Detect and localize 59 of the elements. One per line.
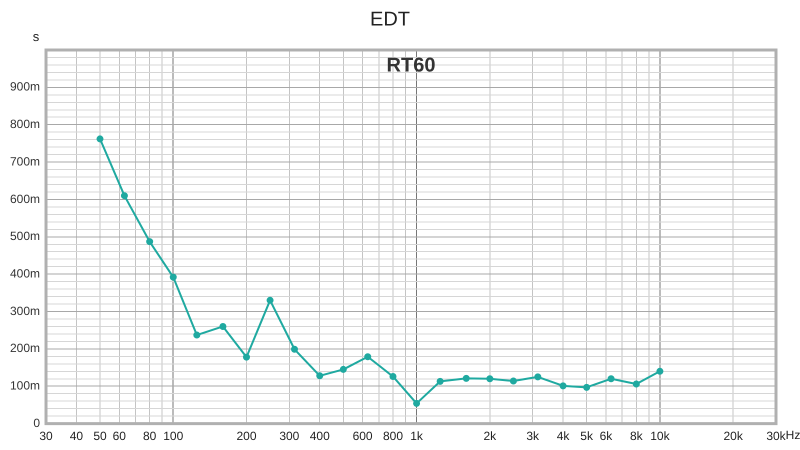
point [316, 372, 324, 380]
annotation: RT60 [386, 54, 436, 77]
point [560, 382, 567, 390]
x-tick-label: 30k [766, 429, 787, 444]
y-tick-label: 900m [10, 80, 40, 94]
y-axis-title: s [32, 29, 40, 44]
y-tick-label: 500m [10, 229, 40, 244]
y-tick-label: 300m [10, 304, 40, 318]
point [242, 354, 250, 361]
x-tick-label: 300 [279, 429, 300, 444]
y-tick-label: 800m [10, 117, 40, 132]
x-tick-label: 6k [600, 429, 614, 444]
y-tick-label: 100m [10, 378, 40, 393]
point [389, 373, 396, 380]
point [436, 378, 444, 385]
point [462, 374, 470, 382]
point [364, 353, 372, 360]
x-tick-label: 8k [630, 429, 644, 444]
point [219, 322, 226, 330]
point [413, 400, 420, 407]
y-tick-label: 600m [10, 192, 40, 206]
x-tick-label: 5k [580, 429, 594, 444]
point [146, 238, 154, 246]
point [656, 368, 664, 375]
x-tick-label: 800 [382, 429, 404, 444]
y-tick-label: 200m [10, 341, 40, 356]
point [266, 296, 274, 304]
chart-title: EDT [370, 8, 410, 31]
x-tick-label: 600 [352, 429, 373, 444]
point [632, 380, 640, 388]
x-tick-label: 60 [112, 429, 126, 444]
x-tick-label: 400 [310, 429, 330, 444]
x-tick-label: 40 [70, 429, 84, 444]
x-tick-label: 3k [526, 429, 540, 444]
x-tick-label: 100 [163, 429, 184, 444]
y-tick-label: 0 [33, 416, 40, 430]
x-tick-label: 10k [650, 429, 671, 444]
x-tick-label: 20k [723, 429, 744, 444]
point [170, 274, 177, 281]
point [608, 375, 615, 382]
x-tick-label: 4k [556, 429, 570, 444]
point [534, 373, 542, 380]
point [96, 135, 104, 142]
x-tick-label: 30 [39, 429, 54, 444]
point [291, 346, 298, 353]
x-tick-label: 80 [142, 429, 157, 444]
point [510, 378, 517, 385]
x-tick-label: 200 [236, 429, 257, 444]
x-axis-title: Hz [786, 428, 800, 442]
x-tick-label: 50 [93, 429, 107, 444]
x-tick-label: 2k [483, 429, 498, 444]
point [120, 192, 128, 200]
point [583, 384, 590, 391]
point [193, 332, 200, 339]
y-tick-label: 700m [10, 154, 40, 168]
x-tick-label: 1k [410, 429, 424, 444]
y-tick-label: 400m [10, 266, 40, 280]
point [340, 366, 347, 373]
point [486, 375, 494, 382]
